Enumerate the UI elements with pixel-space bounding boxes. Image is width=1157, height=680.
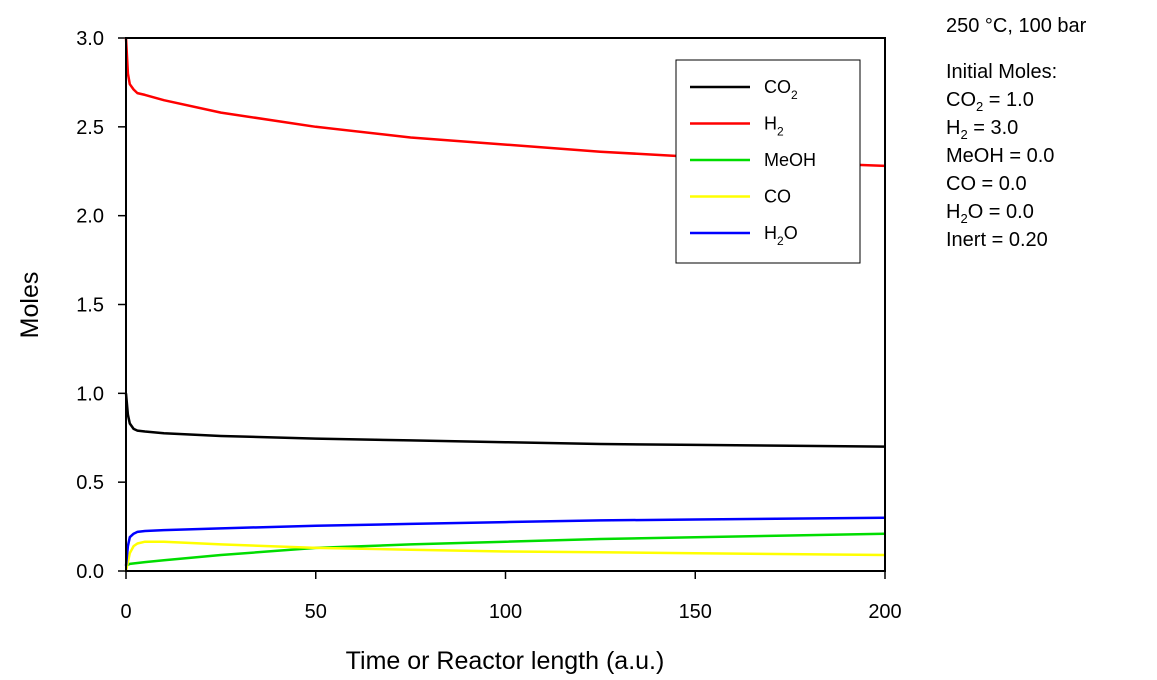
y-tick-label: 0.5 bbox=[76, 472, 104, 494]
conditions-annotation: 250 °C, 100 bar Initial Moles: CO2 = 1.0… bbox=[946, 12, 1086, 254]
x-tick-label: 0 bbox=[120, 601, 131, 623]
y-axis-ticks: 0.0 0.5 1.0 1.5 2.0 2.5 3.0 bbox=[76, 28, 126, 583]
x-tick-label: 200 bbox=[868, 601, 901, 623]
legend: CO2 H2 MeOH CO H2O bbox=[675, 59, 861, 264]
legend-label-co2: CO2 bbox=[764, 77, 798, 102]
y-tick-label: 2.0 bbox=[76, 206, 104, 228]
initial-moles-line: H2O = 0.0 bbox=[946, 201, 1034, 226]
y-tick-label: 0.0 bbox=[76, 561, 104, 583]
y-tick-label: 2.5 bbox=[76, 117, 104, 139]
legend-label-meoh: MeOH bbox=[764, 150, 816, 170]
y-tick-label: 3.0 bbox=[76, 28, 104, 50]
plot-frame bbox=[125, 37, 886, 572]
x-tick-label: 100 bbox=[489, 601, 522, 623]
series-line-h2 bbox=[124, 37, 886, 168]
legend-box bbox=[675, 59, 861, 264]
initial-moles-header: Initial Moles: bbox=[946, 61, 1058, 83]
initial-moles-line: CO2 = 1.0 bbox=[946, 89, 1034, 114]
reaction-conditions: 250 °C, 100 bar bbox=[946, 15, 1087, 37]
initial-moles-line: MeOH = 0.0 bbox=[946, 145, 1055, 167]
x-axis-ticks: 0 50 100 150 200 bbox=[120, 571, 902, 623]
x-tick-label: 150 bbox=[679, 601, 712, 623]
moles-line-chart: 0 50 100 150 200 0.0 0.5 1.0 1.5 2.0 2.5 3.0 CO2 H2… bbox=[16, 28, 902, 675]
legend-label-h2: H2 bbox=[764, 114, 784, 139]
legend-label-h2o: H2O bbox=[764, 223, 798, 248]
legend-label-co: CO bbox=[764, 187, 791, 207]
x-axis-title: Time or Reactor length (a.u.) bbox=[346, 647, 665, 675]
series-line-co bbox=[124, 540, 886, 572]
series-lines bbox=[124, 37, 886, 572]
initial-moles-line: CO = 0.0 bbox=[946, 173, 1027, 195]
series-line-h2o bbox=[124, 516, 886, 566]
series-line-co2 bbox=[124, 393, 886, 448]
y-tick-label: 1.5 bbox=[76, 295, 104, 317]
y-tick-label: 1.0 bbox=[76, 383, 104, 405]
series-line-meoh bbox=[125, 532, 886, 567]
initial-moles-line: Inert = 0.20 bbox=[946, 229, 1048, 251]
y-axis-title: Moles bbox=[16, 272, 44, 339]
initial-moles-line: H2 = 3.0 bbox=[946, 117, 1019, 142]
x-tick-label: 50 bbox=[305, 601, 327, 623]
initial-moles-list: CO2 = 1.0 H2 = 3.0 MeOH = 0.0 CO = 0.0 H2O =… bbox=[946, 86, 1086, 254]
